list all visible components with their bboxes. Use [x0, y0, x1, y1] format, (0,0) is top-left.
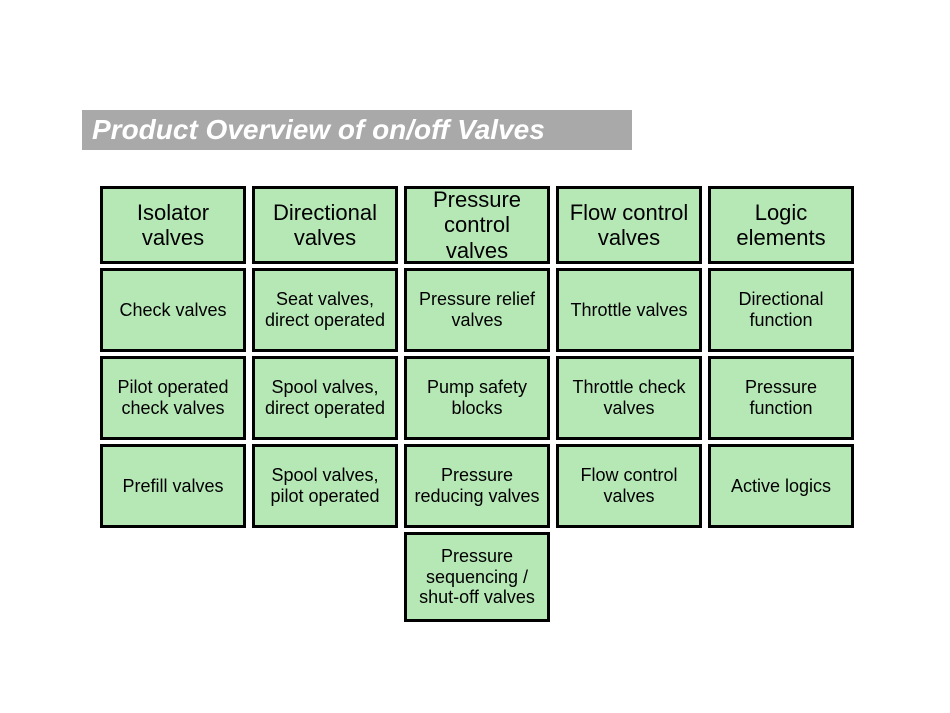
grid-cell: Prefill valves	[100, 444, 246, 528]
grid-cell-label: Throttle valves	[570, 300, 687, 321]
grid-cell-label: Pressure function	[715, 377, 847, 418]
grid-cell: Spool valves, direct operated	[252, 356, 398, 440]
grid-cell: Logic elements	[708, 186, 854, 264]
grid-cell-label: Flow control valves	[563, 465, 695, 506]
grid-cell: Pressure function	[708, 356, 854, 440]
grid-cell-label: Spool valves, direct operated	[259, 377, 391, 418]
grid-cell: Seat valves, direct operated	[252, 268, 398, 352]
grid-cell: Directional function	[708, 268, 854, 352]
grid-cell-label: Throttle check valves	[563, 377, 695, 418]
grid-cell: Pressure relief valves	[404, 268, 550, 352]
grid-cell-label: Pressure sequencing / shut-off valves	[411, 546, 543, 608]
valve-grid: Isolator valves Directional valves Pressur…	[100, 186, 854, 622]
grid-cell: Throttle check valves	[556, 356, 702, 440]
grid-cell: Throttle valves	[556, 268, 702, 352]
grid-cell-label: Check valves	[119, 300, 226, 321]
grid-cell: Pump safety blocks	[404, 356, 550, 440]
slide-title-text: Product Overview of on/off Valves	[92, 114, 545, 146]
slide-title: Product Overview of on/off Valves	[82, 110, 632, 150]
grid-cell: Directional valves	[252, 186, 398, 264]
grid-cell: Active logics	[708, 444, 854, 528]
grid-cell-label: Isolator valves	[107, 200, 239, 251]
grid-spacer	[100, 532, 246, 622]
grid-cell: Pressure control valves	[404, 186, 550, 264]
grid-cell: Flow control valves	[556, 444, 702, 528]
grid-spacer	[556, 532, 702, 622]
grid-cell-label: Pressure reducing valves	[411, 465, 543, 506]
grid-row: Pilot operated check valves Spool valves,…	[100, 356, 854, 440]
grid-cell: Check valves	[100, 268, 246, 352]
grid-cell-label: Logic elements	[715, 200, 847, 251]
grid-cell-label: Pilot operated check valves	[107, 377, 239, 418]
grid-spacer	[252, 532, 398, 622]
grid-cell: Flow control valves	[556, 186, 702, 264]
grid-cell-label: Flow control valves	[563, 200, 695, 251]
grid-cell: Pressure sequencing / shut-off valves	[404, 532, 550, 622]
grid-cell: Pilot operated check valves	[100, 356, 246, 440]
grid-cell-label: Active logics	[731, 476, 831, 497]
grid-cell-label: Pressure control valves	[411, 187, 543, 263]
grid-spacer	[708, 532, 854, 622]
grid-row: Check valves Seat valves, direct operated…	[100, 268, 854, 352]
grid-cell-label: Directional valves	[259, 200, 391, 251]
grid-cell-label: Pressure relief valves	[411, 289, 543, 330]
grid-cell-label: Directional function	[715, 289, 847, 330]
grid-cell-label: Pump safety blocks	[411, 377, 543, 418]
grid-cell: Isolator valves	[100, 186, 246, 264]
grid-cell-label: Spool valves, pilot operated	[259, 465, 391, 506]
grid-cell-label: Seat valves, direct operated	[259, 289, 391, 330]
grid-row: Prefill valves Spool valves, pilot operat…	[100, 444, 854, 528]
grid-row: Pressure sequencing / shut-off valves	[100, 532, 854, 622]
grid-cell-label: Prefill valves	[122, 476, 223, 497]
grid-cell: Spool valves, pilot operated	[252, 444, 398, 528]
grid-row: Isolator valves Directional valves Pressur…	[100, 186, 854, 264]
grid-cell: Pressure reducing valves	[404, 444, 550, 528]
